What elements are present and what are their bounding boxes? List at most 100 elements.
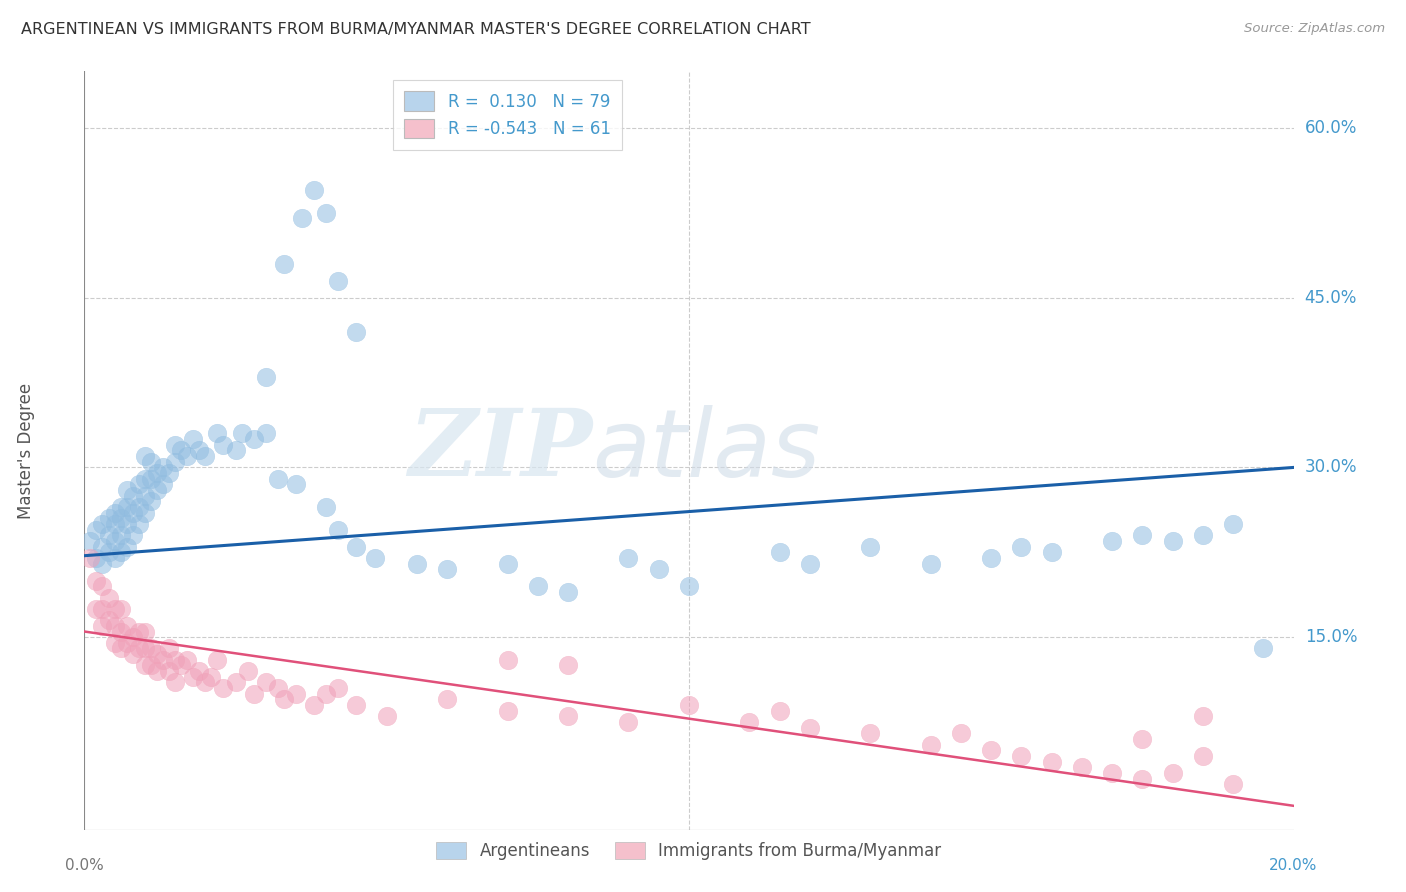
Point <box>315 206 337 220</box>
Point <box>104 602 127 616</box>
Point <box>1101 766 1123 780</box>
Point <box>97 591 120 605</box>
Point <box>194 449 217 463</box>
Point <box>181 670 204 684</box>
Point <box>157 641 180 656</box>
Point <box>1161 766 1184 780</box>
Point <box>1192 749 1215 764</box>
Point <box>97 528 120 542</box>
Point <box>1130 528 1153 542</box>
Point <box>91 557 114 571</box>
Point <box>115 636 138 650</box>
Point <box>176 653 198 667</box>
Point <box>104 551 127 566</box>
Point <box>1130 772 1153 786</box>
Point <box>1222 777 1244 791</box>
Point <box>496 653 519 667</box>
Point <box>328 681 350 695</box>
Point <box>104 506 127 520</box>
Point <box>139 472 162 486</box>
Point <box>328 274 350 288</box>
Point <box>86 551 108 566</box>
Text: ARGENTINEAN VS IMMIGRANTS FROM BURMA/MYANMAR MASTER'S DEGREE CORRELATION CHART: ARGENTINEAN VS IMMIGRANTS FROM BURMA/MYA… <box>21 22 811 37</box>
Point <box>115 619 138 633</box>
Point <box>128 516 150 531</box>
Point <box>346 325 368 339</box>
Point <box>188 664 211 678</box>
Point <box>1071 760 1094 774</box>
Point <box>1130 732 1153 747</box>
Point <box>207 653 229 667</box>
Text: Master's Degree: Master's Degree <box>17 383 35 518</box>
Point <box>980 743 1002 757</box>
Point <box>678 698 700 712</box>
Point <box>104 533 127 548</box>
Point <box>859 540 882 554</box>
Point <box>121 506 143 520</box>
Point <box>188 443 211 458</box>
Point <box>146 647 169 661</box>
Point <box>769 545 792 559</box>
Point <box>920 738 942 752</box>
Point <box>176 449 198 463</box>
Point <box>225 675 247 690</box>
Point <box>1011 749 1033 764</box>
Point <box>1040 545 1063 559</box>
Text: 0.0%: 0.0% <box>65 858 104 873</box>
Point <box>152 653 174 667</box>
Point <box>346 698 368 712</box>
Point <box>1011 540 1033 554</box>
Point <box>1161 533 1184 548</box>
Point <box>165 653 187 667</box>
Text: 45.0%: 45.0% <box>1305 289 1357 307</box>
Point <box>557 585 579 599</box>
Point <box>254 675 277 690</box>
Point <box>254 426 277 441</box>
Point <box>769 704 792 718</box>
Point <box>557 709 579 723</box>
Point <box>617 714 640 729</box>
Point <box>152 477 174 491</box>
Point <box>291 211 314 226</box>
Point <box>128 500 150 514</box>
Point <box>121 489 143 503</box>
Point <box>139 494 162 508</box>
Point <box>134 641 156 656</box>
Point <box>920 557 942 571</box>
Point <box>194 675 217 690</box>
Point <box>859 726 882 740</box>
Point <box>104 516 127 531</box>
Point <box>152 460 174 475</box>
Point <box>212 681 235 695</box>
Point <box>115 540 138 554</box>
Point <box>115 516 138 531</box>
Point <box>738 714 761 729</box>
Point <box>110 511 132 525</box>
Point <box>110 545 132 559</box>
Point <box>97 545 120 559</box>
Point <box>91 602 114 616</box>
Point <box>1040 755 1063 769</box>
Point <box>115 483 138 497</box>
Point <box>91 619 114 633</box>
Point <box>302 183 325 197</box>
Point <box>315 500 337 514</box>
Point <box>799 721 821 735</box>
Point <box>242 687 264 701</box>
Point <box>134 489 156 503</box>
Point <box>302 698 325 712</box>
Text: 15.0%: 15.0% <box>1305 628 1357 646</box>
Point <box>363 551 385 566</box>
Point <box>97 613 120 627</box>
Text: atlas: atlas <box>592 405 821 496</box>
Point <box>110 602 132 616</box>
Point <box>165 455 187 469</box>
Point <box>242 432 264 446</box>
Point <box>436 692 458 706</box>
Point <box>110 528 132 542</box>
Point <box>86 602 108 616</box>
Text: 60.0%: 60.0% <box>1305 119 1357 137</box>
Point <box>128 641 150 656</box>
Point <box>79 533 101 548</box>
Point <box>139 658 162 673</box>
